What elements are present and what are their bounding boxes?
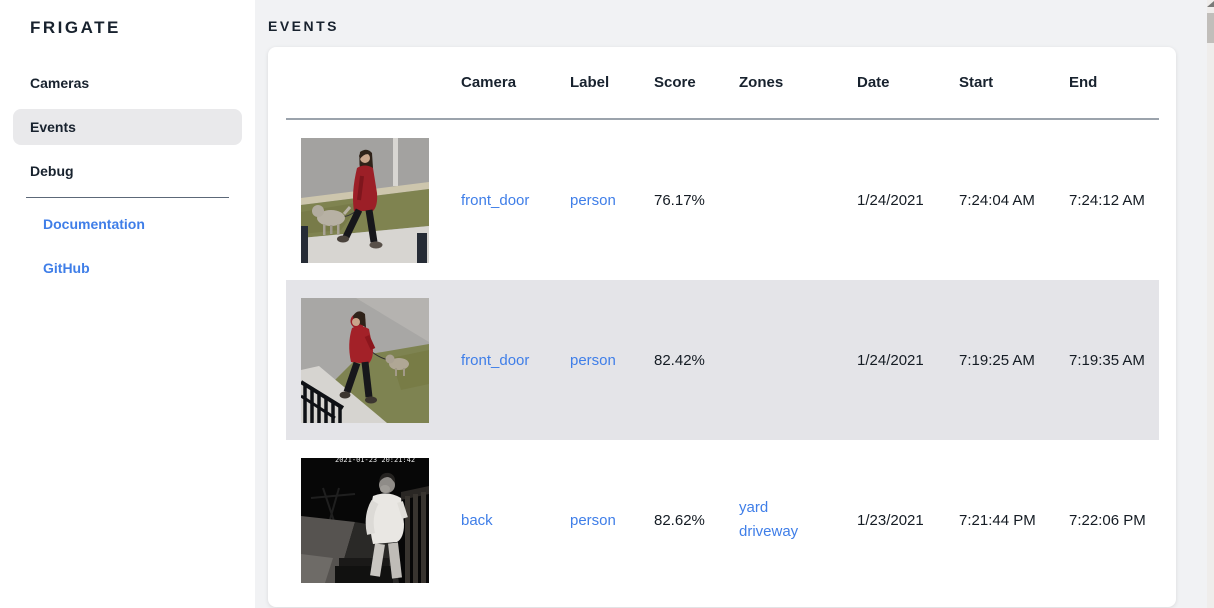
sidebar-nav: Cameras Events Debug Documentation GitHu… (0, 65, 255, 286)
sidebar-item-label: Cameras (30, 75, 90, 91)
camera-cell: front_door (461, 352, 570, 369)
events-table-header: Camera Label Score Zones Date Start End (286, 47, 1159, 120)
label-link[interactable]: person (570, 191, 616, 209)
column-header-date: Date (857, 74, 890, 91)
scrollbar-thumb[interactable] (1207, 13, 1214, 43)
sidebar-item-debug[interactable]: Debug (13, 153, 242, 189)
thumbnail-timestamp-overlay: 2021-01-23 20:21:42 (335, 458, 415, 464)
sidebar-link-documentation[interactable]: Documentation (26, 206, 229, 242)
camera-link[interactable]: back (461, 511, 493, 529)
date-cell: 1/24/2021 (857, 191, 924, 209)
thumbnail-cell (286, 297, 461, 423)
score-cell: 76.17% (654, 191, 705, 209)
start-cell: 7:24:04 AM (959, 191, 1035, 209)
event-thumbnail-person-red-coat-dog[interactable] (301, 137, 429, 263)
main-content: EVENTS Camera Label Score Zones Date Sta… (255, 0, 1207, 608)
camera-link[interactable]: front_door (461, 351, 530, 369)
camera-link[interactable]: front_door (461, 191, 530, 209)
end-cell: 7:24:12 AM (1069, 191, 1145, 209)
camera-cell: back (461, 512, 570, 529)
end-cell: 7:22:06 PM (1069, 511, 1146, 529)
label-cell: person (570, 512, 654, 529)
label-link[interactable]: person (570, 511, 616, 529)
sidebar-item-events[interactable]: Events (13, 109, 242, 145)
camera-cell: front_door (461, 192, 570, 209)
event-row: front_door person 76.17% 1/24/2021 7:24:… (286, 120, 1159, 280)
sidebar-item-cameras[interactable]: Cameras (13, 65, 242, 101)
zone-link-yard[interactable]: yard (739, 499, 769, 516)
page-title: EVENTS (268, 18, 340, 34)
thumbnail-cell (286, 137, 461, 263)
events-card: Camera Label Score Zones Date Start End (268, 47, 1176, 607)
column-header-end: End (1069, 74, 1098, 91)
score-cell: 82.62% (654, 511, 705, 529)
column-header-label: Label (570, 74, 610, 91)
score-cell: 82.42% (654, 351, 705, 369)
thumbnail-cell: 2021-01-23 20:21:42 (286, 457, 461, 583)
column-header-camera: Camera (461, 74, 517, 91)
sidebar-item-label: Events (30, 119, 76, 135)
sidebar-item-label: Debug (30, 163, 74, 179)
sidebar: FRIGATE Cameras Events Debug Documentati… (0, 0, 255, 608)
start-cell: 7:19:25 AM (959, 351, 1035, 369)
zones-cell: yard driveway (739, 496, 857, 544)
column-header-zones: Zones (739, 74, 784, 91)
column-header-start: Start (959, 74, 994, 91)
event-row-selected: front_door person 82.42% 1/24/2021 7:19:… (286, 280, 1159, 440)
app-logo[interactable]: FRIGATE (30, 18, 121, 37)
label-cell: person (570, 192, 654, 209)
end-cell: 7:19:35 AM (1069, 351, 1145, 369)
event-thumbnail-person-night-ir[interactable]: 2021-01-23 20:21:42 (301, 457, 429, 583)
sidebar-link-github[interactable]: GitHub (26, 250, 229, 286)
date-cell: 1/23/2021 (857, 511, 924, 529)
column-header-score: Score (654, 74, 696, 91)
label-cell: person (570, 352, 654, 369)
event-row: 2021-01-23 20:21:42 back person 82.62% y… (286, 440, 1159, 600)
sidebar-divider (26, 197, 229, 198)
scrollbar-up-arrow-icon[interactable] (1207, 1, 1214, 7)
sidebar-link-label: GitHub (43, 260, 90, 276)
start-cell: 7:21:44 PM (959, 511, 1036, 529)
sidebar-link-label: Documentation (43, 216, 145, 232)
zone-link-driveway[interactable]: driveway (739, 523, 799, 540)
date-cell: 1/24/2021 (857, 351, 924, 369)
label-link[interactable]: person (570, 351, 616, 369)
scrollbar-track[interactable] (1207, 0, 1214, 608)
event-thumbnail-person-red-hoodie-dog[interactable] (301, 297, 429, 423)
